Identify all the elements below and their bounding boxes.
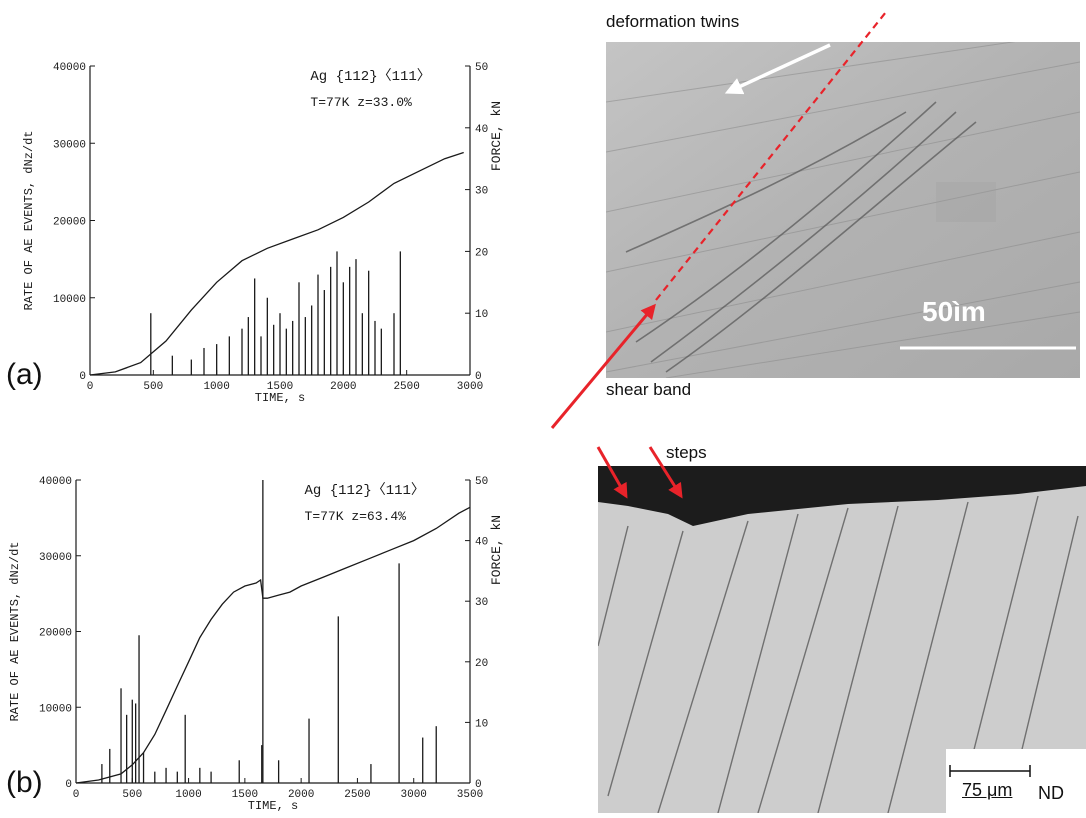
y-tick-label: 40000 (53, 62, 86, 74)
y-tick-label: 0 (79, 371, 86, 383)
chart-a: 0 500 1000 1500 2000 2500 30000100002000030000… (22, 62, 504, 405)
x-tick-label: 0 (87, 381, 94, 393)
y2-tick-label: 20 (475, 247, 488, 259)
micrograph-top (605, 31, 1081, 379)
y2-tick-label: 20 (475, 658, 488, 670)
micrograph-bottom-scale-label: 75 μm (962, 780, 1013, 800)
x-tick-label: 3500 (457, 789, 483, 801)
micrograph-bottom-image (597, 466, 1086, 814)
chart-title: Ag {112}〈111〉 (305, 482, 425, 499)
x-tick-label: 3000 (457, 381, 483, 393)
x-tick-label: 500 (122, 789, 142, 801)
x-tick-label: 3000 (401, 789, 427, 801)
micrograph-top-image (605, 31, 1081, 379)
force-curve (89, 151, 464, 376)
y-axis-label: RATE OF AE EVENTS, dNz/dt (22, 130, 36, 310)
y2-tick-label: 10 (475, 309, 488, 321)
y2-tick-label: 40 (475, 124, 488, 136)
y-tick-label: 10000 (53, 294, 86, 306)
y-tick-label: 20000 (53, 217, 86, 229)
label-shear-band: shear band (606, 380, 692, 399)
panel-label-b: (b) (6, 766, 43, 799)
y-axis-label: RATE OF AE EVENTS, dNz/dt (8, 541, 22, 721)
y-tick-label: 10000 (39, 703, 72, 715)
chart-subtitle: T=77K z=63.4% (305, 509, 407, 524)
chart-subtitle: T=77K z=33.0% (310, 95, 412, 110)
y-tick-label: 40000 (39, 476, 72, 488)
y2-tick-label: 0 (475, 371, 482, 383)
y2-tick-label: 50 (475, 62, 488, 74)
chart-b: 0 500 1000 1500 2000 2500 3000 3500010000200003… (8, 476, 504, 813)
micrograph-top-scale-label: 50ìm (922, 296, 986, 327)
x-tick-label: 2500 (344, 789, 370, 801)
x-tick-label: 500 (143, 381, 163, 393)
y2-axis-label: FORCE, kN (489, 101, 504, 171)
chart-title: Ag {112}〈111〉 (310, 68, 430, 85)
y2-tick-label: 40 (475, 537, 488, 549)
y2-tick-label: 10 (475, 718, 488, 730)
force-curve (75, 506, 471, 784)
y2-tick-label: 0 (475, 779, 482, 791)
x-tick-label: 2500 (393, 381, 419, 393)
x-tick-label: 2000 (330, 381, 356, 393)
y2-axis-label: FORCE, kN (489, 515, 504, 585)
panel-label-a: (a) (6, 358, 43, 391)
x-axis-label: TIME, s (248, 799, 298, 813)
micrograph-bottom (597, 466, 1086, 814)
y2-tick-label: 30 (475, 186, 488, 198)
x-tick-label: 1500 (232, 789, 258, 801)
x-tick-label: 0 (73, 789, 80, 801)
y-tick-label: 30000 (53, 139, 86, 151)
x-tick-label: 2000 (288, 789, 314, 801)
label-deformation-twins: deformation twins (606, 12, 740, 31)
y-tick-label: 20000 (39, 628, 72, 640)
x-tick-label: 1500 (267, 381, 293, 393)
y2-tick-label: 30 (475, 597, 488, 609)
x-tick-label: 1000 (203, 381, 229, 393)
y-tick-label: 30000 (39, 552, 72, 564)
label-steps: steps (666, 443, 707, 462)
x-axis-label: TIME, s (255, 391, 305, 405)
x-tick-label: 1000 (175, 789, 201, 801)
y2-tick-label: 50 (475, 476, 488, 488)
y-tick-label: 0 (65, 779, 72, 791)
micrograph-bottom-axis-label: ND (1038, 783, 1064, 803)
